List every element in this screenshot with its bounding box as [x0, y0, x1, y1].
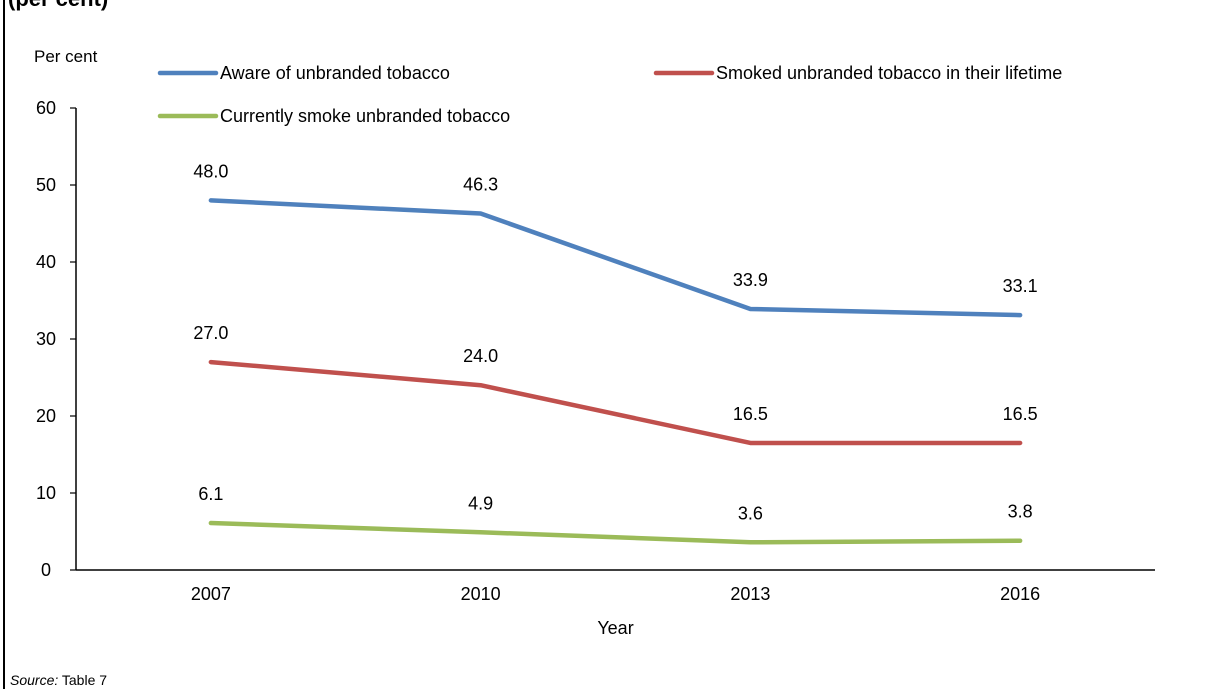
x-tick-label: 2016 [1000, 584, 1040, 604]
x-axis-title: Year [597, 618, 633, 638]
data-labels: 48.0 46.3 33.9 33.1 27.0 24.0 16.5 16.5 6.1 4.9 3.… [193, 161, 1037, 523]
x-tick-label: 2013 [730, 584, 770, 604]
x-tick-label: 2007 [191, 584, 231, 604]
y-tick-label: 30 [36, 329, 56, 349]
y-axis-title: Per cent [34, 47, 98, 66]
data-label: 24.0 [463, 346, 498, 366]
source-text: Table 7 [61, 672, 108, 688]
y-tick-label: 10 [36, 483, 56, 503]
legend-entry: Currently smoke unbranded tobacco [220, 106, 510, 126]
series-lines [208, 198, 1023, 545]
chart-title-fragment: (per cent) [8, 0, 108, 12]
y-tick-label: 60 [36, 98, 56, 118]
data-label: 27.0 [193, 323, 228, 343]
data-label: 46.3 [463, 174, 498, 194]
y-tick-label: 0 [41, 560, 51, 580]
data-label: 6.1 [198, 484, 223, 504]
frame-border [3, 0, 5, 689]
legend-entry: Smoked unbranded tobacco in their lifeti… [716, 63, 1062, 83]
y-tick-label: 50 [36, 175, 56, 195]
x-tick-label: 2010 [461, 584, 501, 604]
data-label: 33.1 [1003, 276, 1038, 296]
axes: 0 10 20 30 40 50 60 Per cent 2007 2010 2013 2016 Yea… [34, 47, 1155, 638]
source-note: Source: Table 7 [10, 672, 107, 688]
data-label: 16.5 [1003, 404, 1038, 424]
data-label: 16.5 [733, 404, 768, 424]
data-label: 33.9 [733, 270, 768, 290]
y-tick-label: 20 [36, 406, 56, 426]
series-line [208, 359, 1023, 446]
legend: Aware of unbranded tobacco Smoked unbrand… [157, 63, 1062, 126]
data-label: 3.8 [1008, 502, 1033, 522]
series-line [208, 198, 1023, 318]
data-label: 48.0 [193, 161, 228, 181]
y-tick-label: 40 [36, 252, 56, 272]
source-label: Source: [10, 672, 59, 688]
legend-entry: Aware of unbranded tobacco [220, 63, 450, 83]
data-label: 3.6 [738, 503, 763, 523]
data-label: 4.9 [468, 493, 493, 513]
series-line [208, 520, 1023, 545]
